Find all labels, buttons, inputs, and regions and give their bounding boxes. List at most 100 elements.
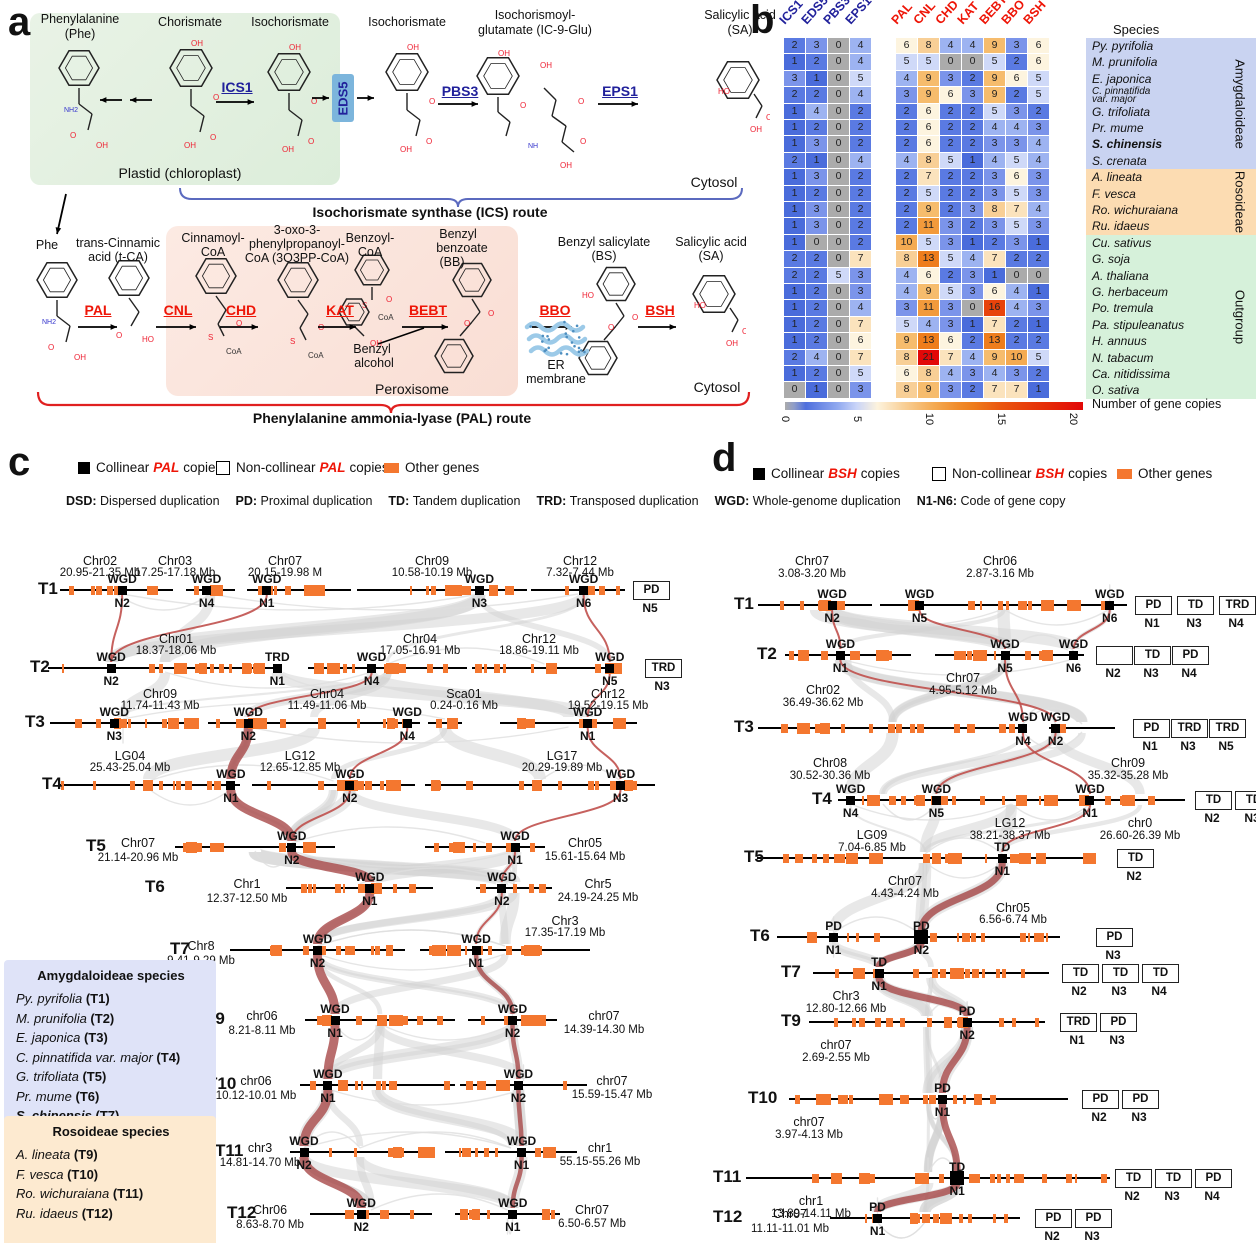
gene-tick [550, 1209, 556, 1219]
species-legend-box-0: Amygdaloideae species Py. pyrifolia (T1) M… [4, 960, 216, 1134]
heatmap-cell: 7 [1006, 382, 1027, 398]
gene-tick [503, 663, 507, 673]
duplication-box-TD: TD [1177, 596, 1214, 615]
heatmap-cell: 4 [984, 152, 1005, 169]
gene-tick [888, 795, 896, 805]
chromosome-line [758, 603, 872, 607]
chromosome-name: chr1 [798, 1194, 824, 1208]
gene-copy-code-label: N2 [824, 611, 840, 625]
metabolite-label-bb_1: Benzyl [439, 227, 477, 241]
heatmap-cell: 4 [896, 152, 917, 169]
gene-tick [1011, 1017, 1017, 1027]
chromosome-name: Chr12 [521, 632, 557, 646]
svg-text:OH: OH [498, 49, 510, 58]
gene-tick [410, 1209, 415, 1219]
gene-tick [789, 650, 794, 660]
gene-tick [434, 780, 437, 790]
chromosome-range: 18.86-19.11 Mb [499, 645, 579, 657]
chromosome-name: chr07 [793, 1115, 825, 1129]
species-name: Pa. stipuleanatus [1092, 317, 1185, 332]
gene-copy-code-label: N4 [399, 729, 415, 743]
gene-tick [597, 663, 601, 673]
heatmap-cell: 2 [1028, 333, 1049, 349]
gene-tick [393, 1080, 398, 1090]
chromosome-range: 3.08-3.20 Mb [778, 568, 846, 580]
heatmap-cell: 1 [784, 234, 805, 251]
heatmap-cell: 13 [984, 333, 1005, 349]
duplication-type-label: WGD [107, 572, 137, 586]
heatmap-cell: 5 [984, 103, 1005, 119]
duplication-type-label: WGD [1040, 710, 1071, 724]
gene-tick [460, 1208, 469, 1220]
molecule-structure: HO O O [572, 258, 644, 386]
gene-tick [819, 599, 832, 611]
chromosome-range: 15.59-15.47 Mb [571, 1089, 653, 1101]
gene-tick [1021, 968, 1025, 978]
species-name: H. annuus [1092, 334, 1147, 349]
gene-tick [608, 662, 622, 674]
chromosome-range: 20.95-21.35 Mb [59, 567, 141, 579]
species-name: Po. tremula [1092, 301, 1154, 316]
heatmap-cell: 0 [828, 316, 849, 333]
heatmap-cell: 2 [940, 185, 961, 201]
heatmap-cell: 4 [1028, 136, 1049, 152]
gene-copy-code-label: N1 [934, 1105, 951, 1119]
gene-copy-marker [474, 585, 484, 595]
chromosome-name: Chr3 [551, 914, 579, 928]
heatmap-cell: 2 [850, 234, 871, 251]
enzyme-label-kat: KAT [326, 302, 354, 318]
noncollinear-swatch-icon [216, 460, 230, 475]
chromosome-line [48, 666, 282, 670]
species-legend-name: Pr. mume [16, 1088, 76, 1104]
chromosome-range: 17.25-17.18 Mb [134, 567, 216, 579]
heatmap-cell: 1 [806, 152, 827, 169]
gene-tick [1017, 600, 1022, 610]
gene-tick [517, 717, 527, 729]
duplication-box-code: N2 [1091, 1110, 1107, 1124]
gene-copy-code-label: N1 [259, 596, 275, 610]
svg-text:CoA: CoA [226, 347, 242, 356]
metabolite-label-cinnamoyl_1: Cinnamoyl- [181, 231, 245, 245]
gene-tick [307, 883, 312, 893]
chromosome-range: 10.58-10.19 Mb [391, 567, 473, 579]
colorbar-label: Number of gene copies [1092, 397, 1222, 411]
gene-tick [432, 944, 447, 956]
heatmap-cell: 3 [1028, 120, 1049, 136]
heatmap-cell: 6 [918, 103, 939, 119]
heatmap-cell: 3 [850, 284, 871, 300]
gene-copy-marker [931, 795, 941, 805]
species-legend-item: M. prunifolia (T2) [16, 1009, 206, 1029]
gene-tick [152, 585, 159, 595]
heatmap-cell: 1 [784, 218, 805, 234]
duplication-type-label: TD [994, 840, 1011, 854]
gene-tick [923, 1094, 929, 1104]
heatmap-cell: 3 [1028, 185, 1049, 201]
gene-tick [926, 1017, 932, 1027]
svg-text:HO: HO [582, 291, 594, 300]
gene-tick [409, 585, 413, 595]
heatmap-cell: 3 [962, 87, 983, 103]
gene-tick [1147, 795, 1152, 805]
abbreviation-key: DSD: [66, 494, 101, 508]
gene-tick [386, 662, 400, 674]
heatmap-cell: 0 [828, 70, 849, 87]
heatmap-cell: 7 [984, 316, 1005, 333]
svg-text:NH: NH [528, 143, 538, 150]
duplication-type-label: WGD [233, 705, 263, 719]
heatmap-cell: 3 [806, 218, 827, 234]
gene-tick [370, 945, 375, 955]
gene-tick [142, 779, 153, 791]
heatmap-cell: 3 [940, 382, 961, 398]
heatmap-cell: 3 [962, 284, 983, 300]
gene-copy-code-label: N3 [106, 729, 122, 743]
chromosome-range: 7.32-7.44 Mb [546, 567, 614, 579]
gene-tick [383, 663, 390, 673]
abbreviation-item: WGD: Whole-genome duplication [715, 494, 901, 508]
gene-tick [981, 968, 986, 978]
gene-tick [609, 780, 616, 790]
svg-text:O: O [236, 319, 242, 328]
chromosome-name: Chr1 [233, 877, 261, 891]
heatmap-cell: 9 [918, 382, 939, 398]
gene-tick [815, 1093, 831, 1105]
